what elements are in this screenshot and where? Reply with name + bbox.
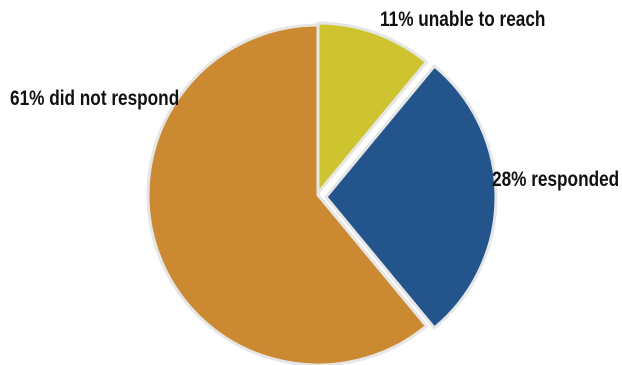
pie-slice-did-not-respond: [146, 23, 428, 365]
slice-label-responded: 28% responded: [492, 169, 619, 192]
slice-label-unable-to-reach: 11% unable to reach: [380, 9, 545, 32]
pie-slice-unable-to-reach: [316, 21, 428, 195]
pie-labels: 11% unable to reach 28% responded 61% did …: [10, 9, 619, 192]
slice-label-did-not-respond: 61% did not respond: [10, 88, 179, 111]
pie-slices: [146, 21, 498, 365]
pie-slice-responded: [324, 64, 498, 330]
